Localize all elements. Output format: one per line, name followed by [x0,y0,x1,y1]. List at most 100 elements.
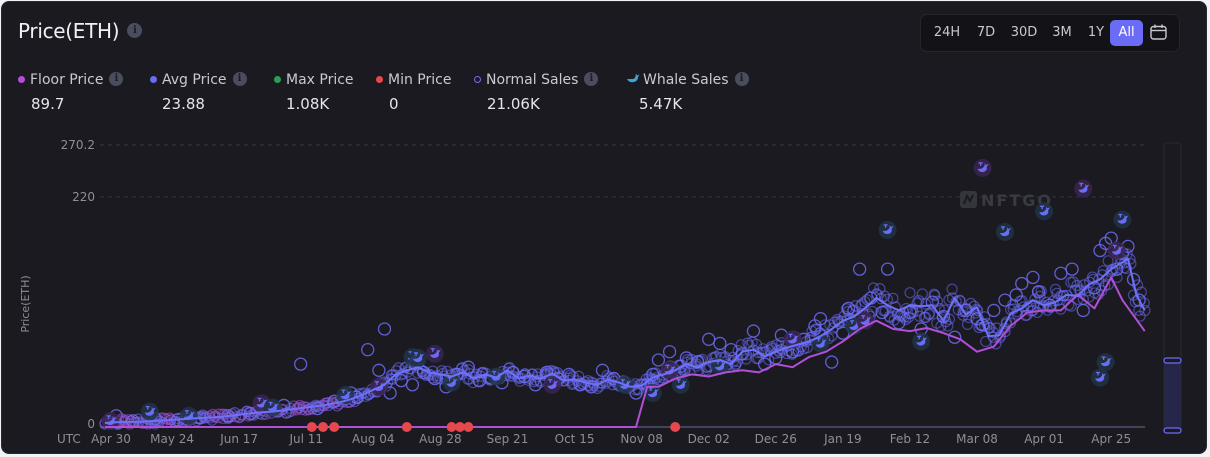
slider-handle-top[interactable] [1163,357,1182,364]
range-1y-button[interactable]: 1Y [1087,25,1105,40]
normal-sale-point [900,313,912,326]
max-price-value: 1.08K [286,95,330,113]
legend-label: Whale Sales [643,72,729,88]
whale-icon [815,338,827,348]
legend-normal-sales[interactable]: Normal Sales i 21.06K [474,72,599,113]
range-30d-button[interactable]: 30D [1010,25,1038,40]
whale-icon [446,377,458,387]
whale-icon [340,390,352,400]
avg-price-dot-icon [150,75,157,83]
zoom-slider[interactable] [1163,142,1182,434]
x-tick-label: Dec 26 [755,432,797,446]
normal-sale-point [920,311,932,323]
chart-title: Price(ETH) i [18,19,143,43]
x-tick-label: Mar 08 [956,432,998,446]
legend-max-price[interactable]: Max Price 1.08K [274,72,354,113]
time-range-selector: 24H 7D 30D 3M 1Y All [920,14,1180,52]
whale-sale-point [912,332,931,351]
range-3m-button[interactable]: 3M [1052,25,1072,40]
min-price-dot-icon [376,75,383,83]
normal-sales-ring-icon [474,75,481,83]
whale-sale-point [409,348,428,367]
normal-sale-point [1102,278,1115,291]
range-24h-button[interactable]: 24H [933,25,961,40]
normal-sale-point [529,374,541,386]
min-price-point [670,422,681,432]
normal-sale-point [405,378,420,392]
normal-sale-point [878,290,891,302]
normal-sale-point [925,295,939,309]
watermark-text: NFTGO [981,191,1053,210]
normal-sale-point [841,301,856,316]
whale-sale-point [878,220,897,239]
x-tick-label: May 24 [150,432,194,446]
x-tick-label: Oct 15 [555,432,595,446]
whale-icon [916,336,928,346]
legend-min-price[interactable]: Min Price 0 [376,72,452,113]
y-axis-label: Price(ETH) [19,275,32,332]
slider-selected-range[interactable] [1164,360,1181,434]
avg-price-line [104,257,1146,424]
min-price-point [463,422,474,432]
whale-icon [714,361,726,371]
normal-sale-point [990,338,1002,350]
x-axis: Apr 30 May 24 Jun 17 Jul 11 Aug 04 Aug 28 Sep … [91,432,1131,446]
normal-sale-point [1031,285,1046,299]
whale-icon [675,379,687,389]
normal-sale-point [662,345,677,359]
slider-handle-bottom[interactable] [1163,427,1182,434]
normal-sale-point [911,297,923,309]
whale-sales-value: 5.47K [639,95,683,113]
whale-sale-point [1113,210,1132,229]
whale-sale-point [995,222,1014,241]
normal-sale-point [528,378,543,392]
normal-sale-point [742,337,754,349]
info-icon[interactable]: i [584,72,599,86]
whale-icon [882,224,894,235]
normal-sale-point [651,353,666,367]
x-tick-label: Sep 21 [487,432,529,446]
normal-sale-point [461,360,476,374]
info-icon[interactable]: i [109,72,124,86]
normal-sale-point [1026,270,1040,285]
calendar-icon[interactable] [1150,24,1167,40]
whale-icon [267,402,279,412]
normal-sale-point [1132,293,1146,307]
whale-sale-point [179,406,198,425]
normal-sale-point [861,294,873,306]
x-tick-label: Aug 04 [352,432,395,446]
legend-label: Min Price [388,72,452,88]
normal-sale-point [1015,276,1029,291]
range-all-button[interactable]: All [1110,20,1143,46]
legend-label: Floor Price [30,72,104,88]
x-tick-label: Apr 25 [1091,432,1131,446]
legend-floor-price[interactable]: Floor Price i 89.7 [18,72,124,113]
whale-sales-points [101,158,1132,430]
legend-avg-price[interactable]: Avg Price i 23.88 [150,72,247,113]
x-tick-label: Jan 19 [823,432,862,446]
x-tick-label: Apr 01 [1024,432,1064,446]
whale-icon [144,406,156,416]
y-axis: 0 220 270.2 [61,138,95,431]
normal-sale-point [735,347,749,361]
whale-sale-point [1074,179,1093,198]
y-tick-label: 0 [87,417,95,431]
whale-sale-point [1035,202,1054,221]
whale-icon [1095,372,1107,382]
normal-sale-point [1065,262,1079,276]
y-tick-label: 220 [72,190,95,204]
normal-sale-point [1076,303,1090,318]
whale-sale-point [643,384,662,403]
info-icon[interactable]: i [232,72,247,86]
normal-sale-point [377,322,392,336]
legend-whale-sales[interactable]: Whale Sales i 5.47K [626,72,749,113]
info-icon[interactable]: i [127,23,143,38]
range-7d-button[interactable]: 7D [976,25,996,40]
whale-icon [547,379,559,389]
info-icon[interactable]: i [734,72,749,86]
x-tick-label: Jun 17 [219,432,258,446]
normal-sale-point [595,363,610,377]
x-tick-label: Dec 02 [688,432,730,446]
floor-price-value: 89.7 [31,95,65,113]
